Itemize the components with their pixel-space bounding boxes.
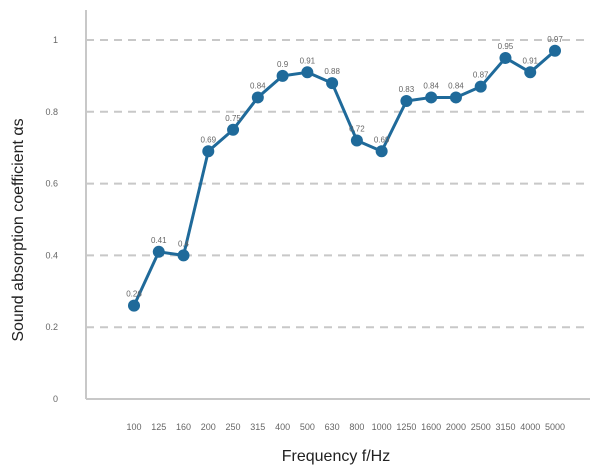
data-label: 0.69: [201, 135, 217, 144]
x-tick-label: 630: [325, 422, 340, 432]
data-point: [301, 66, 314, 79]
x-tick-label: 160: [176, 422, 191, 432]
y-axis-title: Sound absorption coefficient αs: [10, 118, 27, 341]
data-point: [276, 69, 289, 82]
data-label: 0.84: [250, 81, 266, 90]
x-tick-label: 2000: [446, 422, 466, 432]
data-point: [400, 95, 413, 108]
data-point: [251, 91, 264, 104]
data-label: 0.75: [225, 114, 241, 123]
x-tick-label: 1250: [396, 422, 416, 432]
data-point: [425, 91, 438, 104]
y-tick-label: 1: [53, 35, 58, 45]
absorption-series-line: [132, 49, 557, 308]
data-label: 0.72: [349, 125, 365, 134]
y-tick-label: 0.8: [45, 107, 58, 117]
data-point: [128, 299, 140, 312]
data-label: 0.91: [300, 56, 316, 65]
x-tick-label: 2500: [471, 422, 491, 432]
data-label: 0.26: [126, 290, 142, 299]
x-tick-label: 315: [250, 422, 265, 432]
data-label: 0.4: [178, 239, 190, 248]
data-point: [524, 66, 537, 79]
data-point: [152, 245, 165, 258]
data-point: [177, 249, 190, 262]
data-label: 0.97: [547, 35, 563, 44]
x-axis-title: Frequency f/Hz: [282, 448, 390, 465]
data-label: 0.87: [473, 71, 489, 80]
y-tick-label: 0.4: [45, 250, 58, 260]
x-tick-label: 500: [300, 422, 315, 432]
x-tick-label: 1600: [421, 422, 441, 432]
y-tick-label: 0: [53, 394, 58, 404]
data-point: [375, 145, 388, 158]
data-label: 0.9: [277, 60, 289, 69]
x-tick-label: 250: [226, 422, 241, 432]
data-label: 0.69: [374, 135, 390, 144]
y-tick-label: 0.2: [45, 322, 58, 332]
data-label: 0.95: [498, 42, 514, 51]
data-point: [326, 77, 339, 90]
x-tick-label: 1000: [372, 422, 392, 432]
x-tick-label: 125: [151, 422, 166, 432]
x-tick-label: 400: [275, 422, 290, 432]
data-label: 0.83: [399, 85, 415, 94]
data-point: [449, 91, 462, 104]
data-point: [474, 80, 487, 93]
data-point: [350, 134, 363, 147]
gridlines: [86, 39, 590, 329]
data-point: [499, 51, 512, 64]
x-tick-label: 800: [349, 422, 364, 432]
data-label: 0.84: [448, 81, 464, 90]
data-label: 0.84: [423, 81, 439, 90]
x-tick-label: 200: [201, 422, 216, 432]
x-tick-label: 5000: [545, 422, 565, 432]
x-tick-label: 3150: [495, 422, 515, 432]
data-point: [227, 123, 240, 136]
data-label: 0.41: [151, 236, 167, 245]
data-label: 0.91: [522, 56, 538, 65]
y-tick-label: 0.6: [45, 179, 58, 189]
data-point: [549, 44, 561, 57]
x-tick-label: 100: [126, 422, 141, 432]
data-label: 0.88: [324, 67, 340, 76]
data-point: [202, 145, 215, 158]
x-tick-label: 4000: [520, 422, 540, 432]
